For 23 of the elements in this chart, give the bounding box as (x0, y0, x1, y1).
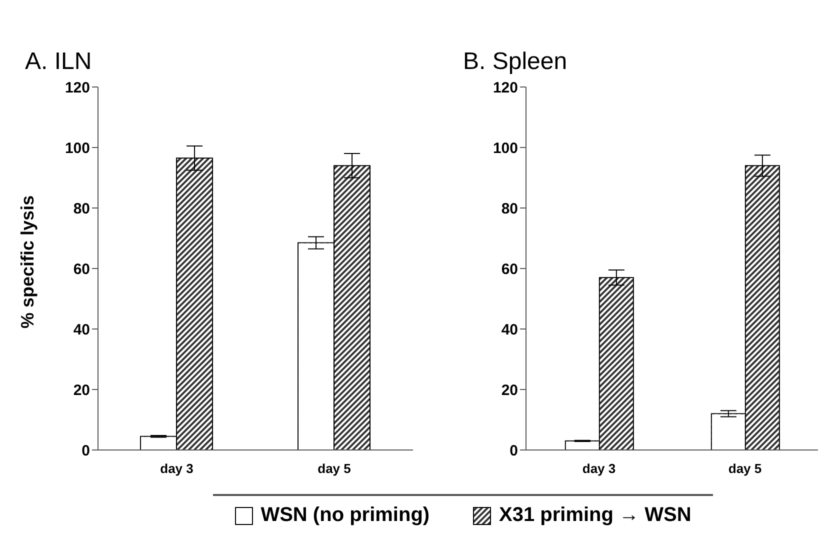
y-axis-title: % specific lysis (17, 195, 38, 328)
y-tick-label: 60 (501, 260, 518, 278)
y-tick-label: 80 (501, 200, 518, 218)
y-tick-label: 120 (492, 79, 518, 96)
x-tick-label: day 3 (582, 461, 616, 476)
x-tick-label: day 5 (728, 461, 762, 476)
y-tick-label: 120 (64, 79, 90, 96)
y-tick-label: 40 (73, 321, 90, 338)
y-tick-label: 0 (82, 442, 90, 460)
legend-label: WSN (no priming) (260, 504, 430, 527)
y-tick-label: 60 (73, 260, 90, 278)
y-tick-label: 100 (492, 140, 518, 157)
y-tick-label: 0 (510, 442, 518, 460)
x-tick-label: day 3 (160, 461, 194, 476)
chart-title: B. Spleen (463, 48, 568, 76)
chart-title: A. ILN (25, 48, 92, 76)
y-tick-label: 20 (501, 382, 518, 399)
y-tick-label: 20 (73, 382, 90, 399)
y-tick-label: 80 (73, 200, 90, 218)
x-tick-label: day 5 (318, 461, 351, 476)
y-tick-label: 100 (64, 140, 90, 157)
y-tick-label: 40 (501, 321, 518, 338)
legend-label: X31 priming → WSN (499, 504, 692, 527)
